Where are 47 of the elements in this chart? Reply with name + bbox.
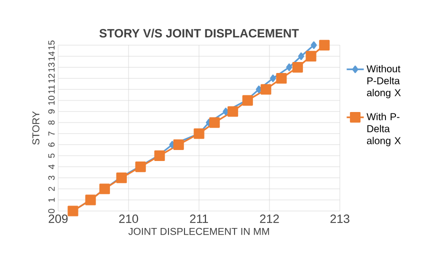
point <box>310 41 317 49</box>
point <box>135 161 146 172</box>
legend-label: With P-Delta along X <box>366 112 401 146</box>
y-tick-label: 8 <box>48 120 55 125</box>
x-tick-label: 212 <box>260 214 279 223</box>
x-axis-title: JOINT DISPLECEMENT IN MM <box>128 228 269 235</box>
point <box>228 106 238 117</box>
y-tick-label: 3 <box>48 176 55 180</box>
point <box>256 86 262 94</box>
y-tick-label: 11 <box>48 85 55 94</box>
legend-label: Without P-Delta along X <box>366 64 401 98</box>
x-tick-label: 211 <box>190 214 208 223</box>
point <box>242 95 253 106</box>
y-tick-label: 13 <box>48 62 55 72</box>
y-tick-label: 12 <box>48 74 55 83</box>
y-tick-label: 1 <box>48 198 55 202</box>
point <box>173 139 184 150</box>
point <box>85 194 96 206</box>
x-tick-label: 210 <box>119 214 138 223</box>
point <box>286 63 292 71</box>
point <box>222 108 229 116</box>
point <box>154 150 165 161</box>
y-tick-label: 10 <box>48 96 55 105</box>
y-tick-label: 6 <box>48 142 55 147</box>
y-tick-label: 15 <box>48 40 55 50</box>
point <box>270 74 276 82</box>
point <box>298 52 304 60</box>
point <box>68 206 78 216</box>
x-tick-label: 209 <box>48 214 68 223</box>
chart-title: STORY V/S JOINT DISPLACEMENT <box>99 28 299 38</box>
point <box>116 172 127 184</box>
y-tick-label: 14 <box>48 51 55 60</box>
point <box>276 72 287 84</box>
y-tick-label: 0 <box>48 208 55 214</box>
y-tick-label: 4 <box>48 164 55 169</box>
y-tick-label: 5 <box>48 154 55 158</box>
y-tick-label: 7 <box>48 131 55 136</box>
y-axis-title: STORY <box>32 111 40 145</box>
point <box>260 84 272 95</box>
point <box>99 184 110 194</box>
x-tick-label: 213 <box>330 214 350 223</box>
point <box>306 50 316 62</box>
y-tick-label: 9 <box>48 109 55 114</box>
point <box>319 40 330 50</box>
point <box>292 62 303 72</box>
y-tick-label: 2 <box>48 186 55 191</box>
point <box>209 117 220 128</box>
